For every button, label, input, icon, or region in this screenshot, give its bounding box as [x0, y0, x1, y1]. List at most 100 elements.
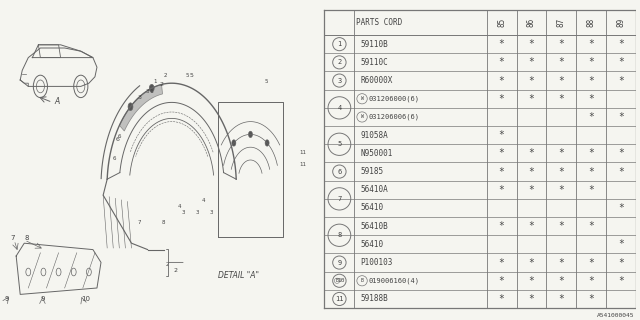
- Text: 5: 5: [264, 79, 268, 84]
- Text: 6: 6: [113, 156, 116, 161]
- Text: 6: 6: [117, 134, 121, 139]
- Text: 7: 7: [138, 220, 141, 225]
- Text: 7: 7: [10, 235, 15, 241]
- Text: 5: 5: [190, 73, 194, 78]
- Text: 8: 8: [161, 220, 165, 225]
- Text: *: *: [529, 167, 534, 177]
- Text: N950001: N950001: [360, 149, 392, 158]
- Text: 3: 3: [182, 211, 186, 215]
- Text: *: *: [618, 203, 624, 213]
- Text: *: *: [588, 294, 594, 304]
- Text: *: *: [499, 221, 504, 231]
- Text: *: *: [618, 39, 624, 49]
- Text: *: *: [559, 57, 564, 68]
- Text: 4: 4: [337, 105, 342, 111]
- Text: *: *: [618, 112, 624, 122]
- Text: 11: 11: [299, 162, 306, 167]
- Text: P100103: P100103: [360, 258, 392, 267]
- Text: 10: 10: [81, 296, 90, 302]
- Text: 88: 88: [587, 18, 596, 27]
- Text: 1: 1: [150, 89, 154, 94]
- Text: 019006160(4): 019006160(4): [369, 277, 420, 284]
- Text: 2: 2: [159, 82, 164, 87]
- Text: *: *: [559, 148, 564, 158]
- Text: *: *: [618, 148, 624, 158]
- Text: A541000045: A541000045: [597, 313, 635, 318]
- Text: *: *: [588, 112, 594, 122]
- Text: *: *: [559, 294, 564, 304]
- Text: *: *: [529, 276, 534, 286]
- Text: 3: 3: [196, 211, 200, 215]
- Text: 56410: 56410: [360, 204, 383, 212]
- Text: 5: 5: [186, 73, 189, 78]
- Text: 2: 2: [173, 268, 178, 273]
- Text: 2: 2: [164, 73, 167, 78]
- Text: 6: 6: [115, 137, 119, 142]
- Text: 8: 8: [24, 235, 29, 241]
- Text: *: *: [559, 76, 564, 85]
- Text: 6: 6: [337, 169, 342, 175]
- Text: *: *: [618, 239, 624, 249]
- Text: *: *: [499, 148, 504, 158]
- Text: 11: 11: [335, 296, 344, 302]
- Text: 031206000(6): 031206000(6): [369, 95, 420, 102]
- Circle shape: [128, 103, 133, 110]
- Text: 9: 9: [337, 260, 342, 266]
- Text: 56410: 56410: [360, 240, 383, 249]
- Text: 89: 89: [617, 18, 626, 27]
- Text: *: *: [588, 167, 594, 177]
- Text: *: *: [559, 276, 564, 286]
- Text: *: *: [529, 94, 534, 104]
- Text: B: B: [360, 278, 364, 283]
- Text: 4: 4: [178, 204, 181, 209]
- Text: *: *: [618, 167, 624, 177]
- Text: *: *: [499, 258, 504, 268]
- Text: 9: 9: [40, 296, 45, 302]
- Text: *: *: [529, 76, 534, 85]
- Text: *: *: [529, 39, 534, 49]
- Text: *: *: [559, 39, 564, 49]
- Text: PARTS CORD: PARTS CORD: [356, 18, 402, 27]
- Text: 10: 10: [337, 278, 345, 283]
- Text: 031206006(6): 031206006(6): [369, 114, 420, 120]
- Text: 1: 1: [337, 41, 342, 47]
- Text: 2: 2: [337, 60, 342, 65]
- Text: *: *: [499, 94, 504, 104]
- Text: 56410A: 56410A: [360, 185, 388, 194]
- Text: *: *: [499, 167, 504, 177]
- Text: *: *: [499, 39, 504, 49]
- Text: *: *: [499, 294, 504, 304]
- Text: *: *: [499, 76, 504, 85]
- Text: A: A: [54, 97, 60, 106]
- Text: 59188B: 59188B: [360, 294, 388, 303]
- Text: *: *: [618, 276, 624, 286]
- Text: *: *: [529, 221, 534, 231]
- Text: 7: 7: [337, 196, 342, 202]
- Text: *: *: [559, 258, 564, 268]
- Text: 8: 8: [337, 232, 342, 238]
- Polygon shape: [120, 84, 163, 131]
- Text: *: *: [529, 185, 534, 195]
- Text: *: *: [588, 148, 594, 158]
- Text: 59110B: 59110B: [360, 40, 388, 49]
- Text: *: *: [588, 276, 594, 286]
- Circle shape: [232, 140, 236, 146]
- Text: 91058A: 91058A: [360, 131, 388, 140]
- Text: *: *: [588, 94, 594, 104]
- Text: B: B: [335, 278, 339, 283]
- Text: *: *: [618, 57, 624, 68]
- Text: *: *: [499, 185, 504, 195]
- Text: *: *: [559, 185, 564, 195]
- Text: *: *: [618, 76, 624, 85]
- Circle shape: [149, 84, 154, 92]
- Text: *: *: [618, 258, 624, 268]
- Text: *: *: [588, 76, 594, 85]
- Text: 1: 1: [154, 79, 157, 84]
- Text: 4: 4: [202, 197, 205, 203]
- Text: *: *: [529, 258, 534, 268]
- Text: W: W: [360, 96, 364, 101]
- Text: *: *: [499, 57, 504, 68]
- Text: 5: 5: [337, 141, 342, 147]
- Text: 3: 3: [337, 77, 342, 84]
- Text: 59110C: 59110C: [360, 58, 388, 67]
